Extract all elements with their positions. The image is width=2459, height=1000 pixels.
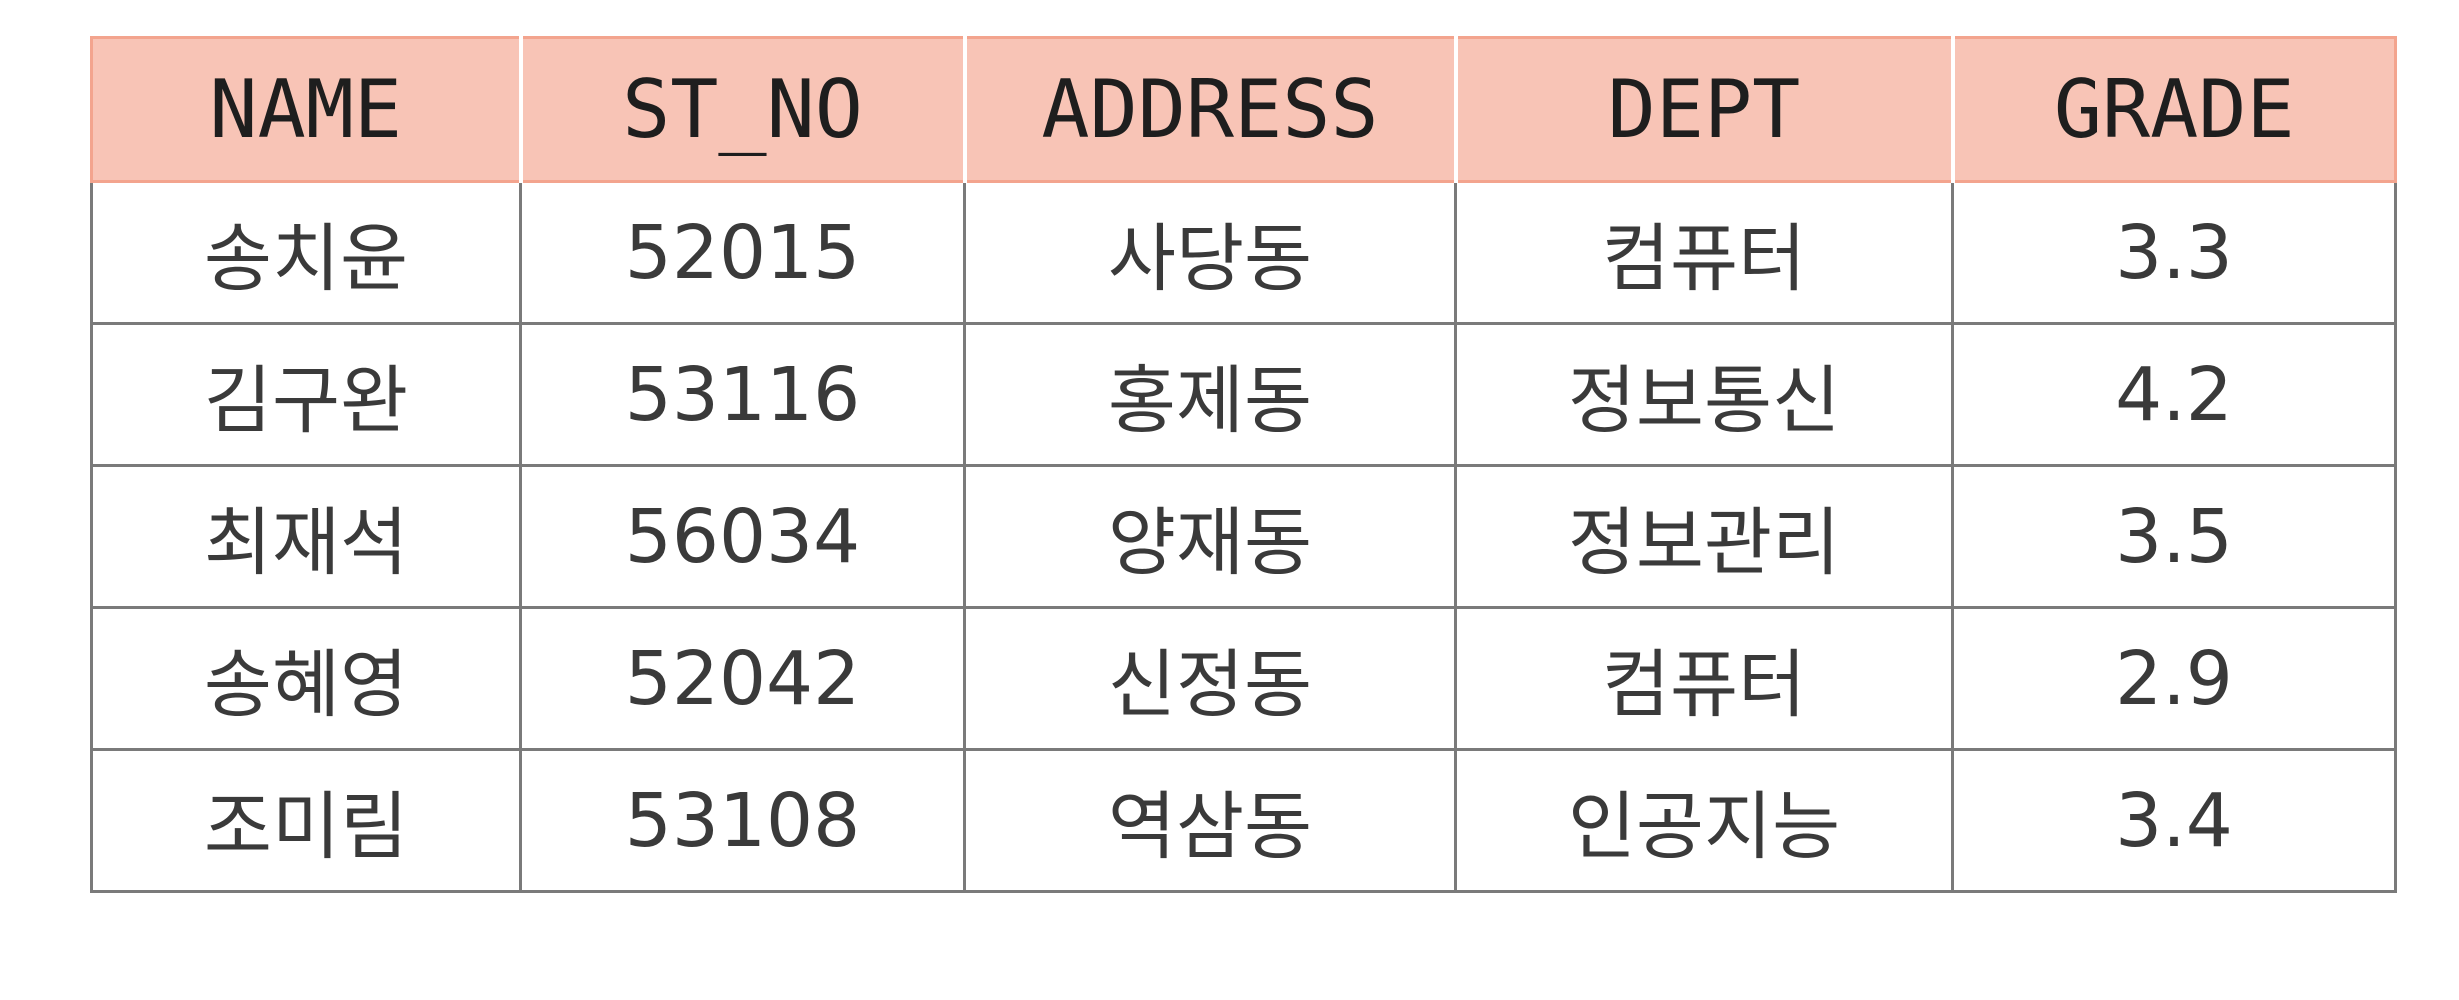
cell-st-no: 53116 — [519, 322, 966, 467]
cell-grade: 3.5 — [1951, 464, 2397, 609]
table-row: 조미림 53108 역삼동 인공지능 3.4 — [90, 748, 2397, 893]
cell-grade: 2.9 — [1951, 606, 2397, 751]
cell-dept: 정보통신 — [1454, 322, 1954, 467]
cell-dept: 컴퓨터 — [1454, 606, 1954, 751]
table-row: 최재석 56034 양재동 정보관리 3.5 — [90, 464, 2397, 609]
cell-name: 송혜영 — [90, 606, 522, 751]
table-row: 송치윤 52015 사당동 컴퓨터 3.3 — [90, 180, 2397, 325]
table-row: 송혜영 52042 신정동 컴퓨터 2.9 — [90, 606, 2397, 751]
cell-st-no: 53108 — [519, 748, 966, 893]
cell-name: 송치윤 — [90, 180, 522, 325]
cell-dept: 정보관리 — [1454, 464, 1954, 609]
header-address: ADDRESS — [962, 36, 1458, 183]
cell-st-no: 52042 — [519, 606, 966, 751]
table-row: 김구완 53116 홍제동 정보통신 4.2 — [90, 322, 2397, 467]
cell-grade: 3.3 — [1951, 180, 2397, 325]
cell-name: 김구완 — [90, 322, 522, 467]
table-header: NAME ST_NO ADDRESS DEPT GRADE — [90, 36, 2397, 183]
table-body: 송치윤 52015 사당동 컴퓨터 3.3 김구완 53116 홍제동 정보통신… — [90, 180, 2397, 893]
cell-st-no: 56034 — [519, 464, 966, 609]
header-dept: DEPT — [1453, 36, 1955, 183]
header-name: NAME — [90, 36, 523, 183]
header-st-no: ST_NO — [518, 36, 967, 183]
cell-address: 역삼동 — [963, 748, 1457, 893]
cell-address: 홍제동 — [963, 322, 1457, 467]
cell-grade: 3.4 — [1951, 748, 2397, 893]
cell-name: 조미림 — [90, 748, 522, 893]
cell-dept: 컴퓨터 — [1454, 180, 1954, 325]
student-table: NAME ST_NO ADDRESS DEPT GRADE 송치윤 52015 … — [90, 36, 2397, 893]
cell-address: 양재동 — [963, 464, 1457, 609]
cell-st-no: 52015 — [519, 180, 966, 325]
cell-address: 신정동 — [963, 606, 1457, 751]
cell-dept: 인공지능 — [1454, 748, 1954, 893]
header-grade: GRADE — [1950, 36, 2397, 183]
cell-grade: 4.2 — [1951, 322, 2397, 467]
cell-name: 최재석 — [90, 464, 522, 609]
header-row: NAME ST_NO ADDRESS DEPT GRADE — [90, 36, 2397, 183]
cell-address: 사당동 — [963, 180, 1457, 325]
